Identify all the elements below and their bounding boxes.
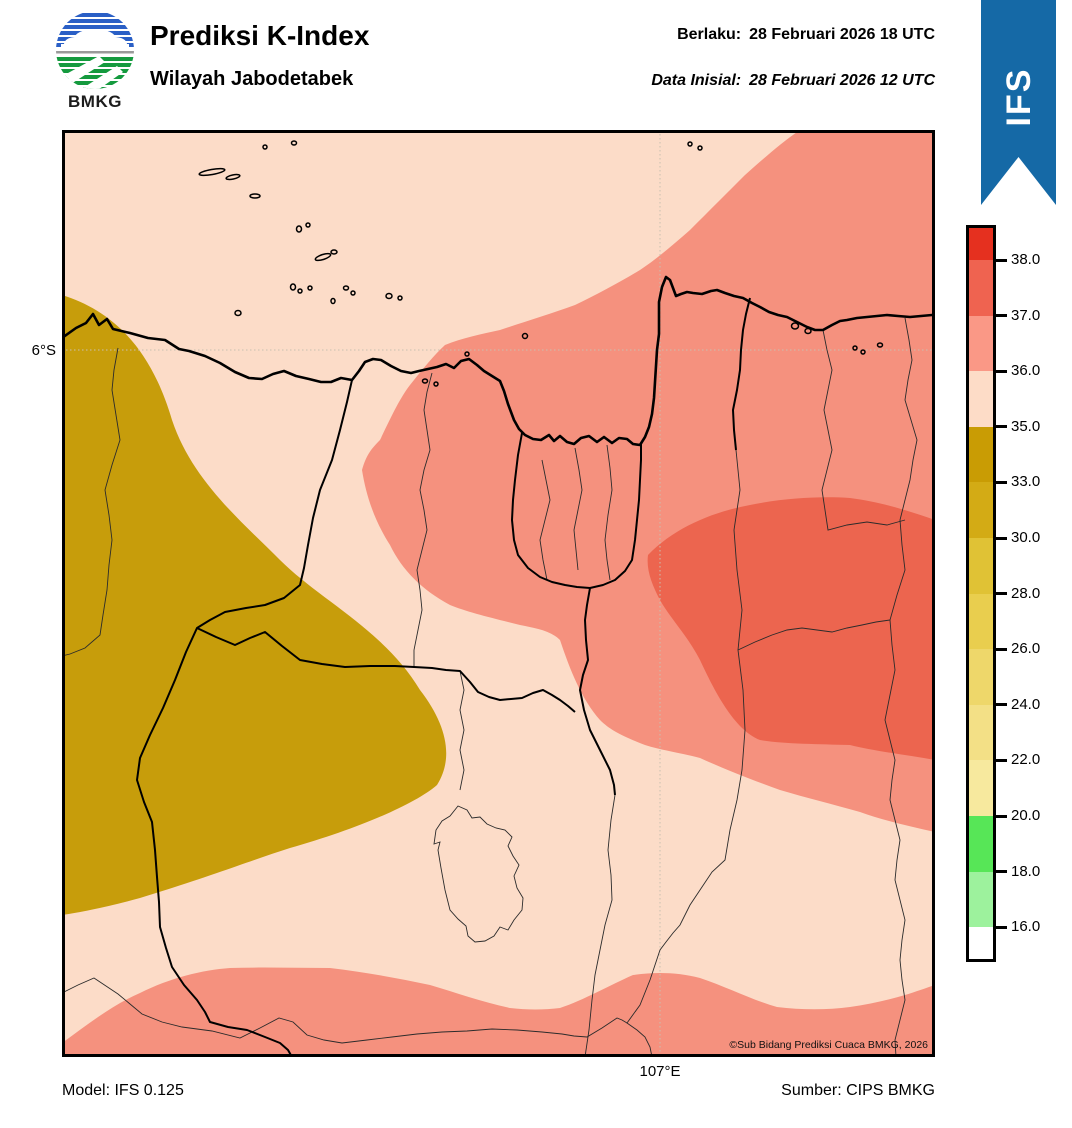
initial-time-value: 28 Februari 2026 12 UTC — [749, 72, 935, 89]
colorbar-tickmark — [996, 703, 1007, 707]
ribbon-icon: IFS — [981, 0, 1056, 205]
kindex-map: ©Sub Bidang Prediksi Cuaca BMKG, 2026 — [62, 130, 935, 1057]
copyright-note: ©Sub Bidang Prediksi Cuaca BMKG, 2026 — [729, 1039, 928, 1051]
colorbar — [966, 225, 996, 963]
colorbar-segment — [969, 260, 993, 316]
colorbar-tick-label: 24.0 — [1011, 695, 1041, 713]
valid-time-value: 28 Februari 2026 18 UTC — [749, 26, 935, 43]
model-ribbon: IFS — [981, 0, 1056, 205]
bmkg-logo-icon — [56, 11, 134, 89]
colorbar-segment — [969, 315, 993, 372]
colorbar-segment — [969, 371, 993, 427]
ribbon-label: IFS — [1000, 68, 1038, 127]
page-title: Prediksi K-Index — [150, 20, 370, 51]
map-frame — [62, 130, 935, 1057]
province-boundaries — [136, 297, 751, 1057]
colorbar-segment — [969, 482, 993, 538]
source-label: Sumber: CIPS BMKG — [781, 1082, 935, 1099]
colorbar-tickmark — [996, 536, 1007, 540]
colorbar-tick-label: 18.0 — [1011, 862, 1041, 880]
colorbar-tick-label: 26.0 — [1011, 640, 1041, 658]
colorbar-segments — [969, 228, 993, 960]
bmkg-logo-label: BMKG — [68, 92, 122, 111]
latitude-tick-label: 6°S — [31, 342, 56, 359]
colorbar-tick-label: 20.0 — [1011, 807, 1041, 824]
valid-time-label: Berlaku: — [677, 26, 742, 43]
fill-level-33-35 — [62, 295, 447, 915]
colorbar-tickmark — [996, 647, 1007, 651]
islands — [198, 140, 884, 387]
colorbar-tick-label: 28.0 — [1011, 584, 1041, 602]
district-boundaries — [62, 317, 918, 1057]
colorbar-tickmark — [996, 369, 1007, 373]
colorbar-tickmark — [996, 314, 1007, 318]
colorbar-segment — [969, 704, 993, 761]
colorbar-segment — [969, 815, 993, 872]
page-subtitle: Wilayah Jabodetabek — [150, 68, 354, 90]
colorbar-tick-label: 36.0 — [1011, 362, 1041, 380]
colorbar-tick-label: 38.0 — [1011, 251, 1041, 268]
colorbar-tickmark — [996, 425, 1007, 429]
colorbar-segment — [969, 649, 993, 705]
colorbar-tick-label: 35.0 — [1011, 417, 1041, 435]
colorbar-tick-label: 33.0 — [1011, 473, 1041, 491]
colorbar-segment — [969, 537, 993, 594]
colorbar-tickmark — [996, 480, 1007, 484]
colorbar-segment — [969, 871, 993, 928]
colorbar-tick-label: 16.0 — [1011, 918, 1041, 936]
longitude-tick-label: 107°E — [639, 1063, 681, 1080]
bmkg-logo: BMKG — [50, 8, 140, 118]
coastline — [62, 275, 935, 447]
colorbar-segment — [969, 927, 993, 960]
fill-level-36-37-bottom — [62, 967, 935, 1057]
initial-time-label: Data Inisial: — [651, 72, 742, 89]
colorbar-segment — [969, 426, 993, 483]
colorbar-tickmark — [996, 870, 1007, 874]
colorbar-tick-label: 37.0 — [1011, 306, 1041, 324]
valid-time: Berlaku: 28 Februari 2026 18 UTC — [677, 26, 935, 44]
colorbar-tickmark — [996, 758, 1007, 762]
colorbar-tickmark — [996, 258, 1007, 262]
colorbar-segment — [969, 228, 993, 260]
model-label: Model: IFS 0.125 — [62, 1082, 184, 1099]
colorbar-tick-label: 22.0 — [1011, 751, 1041, 769]
colorbar-tickmark — [996, 814, 1007, 818]
colorbar-segment — [969, 760, 993, 816]
fill-level-37-38 — [647, 497, 935, 760]
initial-time: Data Inisial: 28 Februari 2026 12 UTC — [651, 72, 935, 90]
colorbar-tick-label: 30.0 — [1011, 529, 1041, 546]
colorbar-tickmark — [996, 592, 1007, 596]
colorbar-tickmark — [996, 925, 1007, 929]
colorbar-segment — [969, 593, 993, 650]
